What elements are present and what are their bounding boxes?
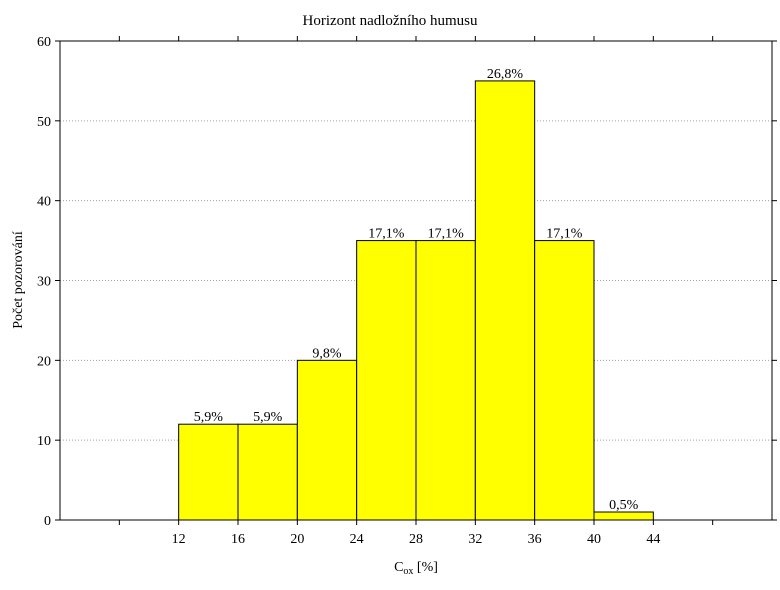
bar-data-label: 17,1% xyxy=(546,227,583,242)
y-axis: 0 10 20 30 40 50 60 xyxy=(37,35,777,529)
y-tick-label: 0 xyxy=(44,514,51,529)
y-axis-title: Počet pozorování xyxy=(11,231,26,329)
x-tick-label: 28 xyxy=(409,532,423,547)
y-tick-label: 30 xyxy=(37,275,51,290)
y-tick-label: 40 xyxy=(37,195,51,210)
x-axis-title-main: C xyxy=(394,560,403,575)
x-tick-label: 40 xyxy=(587,532,601,547)
x-tick-label: 32 xyxy=(468,532,482,547)
x-axis-title-unit: [%] xyxy=(413,560,438,575)
bar-data-label: 9,8% xyxy=(312,346,342,361)
y-tick-label: 10 xyxy=(37,434,51,449)
y-tick-label: 60 xyxy=(37,35,51,50)
x-axis-title: Cox [%] xyxy=(394,560,438,577)
histogram-bar xyxy=(356,240,417,521)
histogram-bar xyxy=(474,80,536,521)
histogram-bar xyxy=(178,423,239,521)
bar-data-label: 5,9% xyxy=(194,410,224,425)
x-axis: 12 16 20 24 28 32 36 40 44 xyxy=(118,36,714,547)
bar-data-label: 5,9% xyxy=(253,410,283,425)
x-tick-label: 12 xyxy=(172,532,186,547)
bar-layer xyxy=(178,80,654,521)
histogram-bar xyxy=(296,359,358,521)
chart-title: Horizont nadložního humusu xyxy=(303,13,478,29)
x-tick-label: 24 xyxy=(350,532,364,547)
x-axis-title-subscript: ox xyxy=(403,566,413,577)
x-tick-label: 44 xyxy=(646,532,660,547)
histogram-bar xyxy=(415,240,476,521)
bar-data-label: 0,5% xyxy=(609,498,639,513)
data-label-layer: 5,9% 5,9% 9,8% 17,1% 17,1% 26,8% 17,1% 0,5% xyxy=(194,67,639,513)
y-tick-label: 20 xyxy=(37,354,51,369)
x-tick-label: 36 xyxy=(528,532,542,547)
bar-data-label: 17,1% xyxy=(428,227,465,242)
x-tick-label: 20 xyxy=(290,532,304,547)
histogram-bar xyxy=(237,423,298,521)
x-tick-label: 16 xyxy=(231,532,245,547)
bar-data-label: 17,1% xyxy=(368,227,405,242)
y-tick-label: 50 xyxy=(37,115,51,130)
histogram-bar xyxy=(593,511,654,521)
histogram-bar xyxy=(534,240,595,521)
bar-data-label: 26,8% xyxy=(487,67,524,82)
